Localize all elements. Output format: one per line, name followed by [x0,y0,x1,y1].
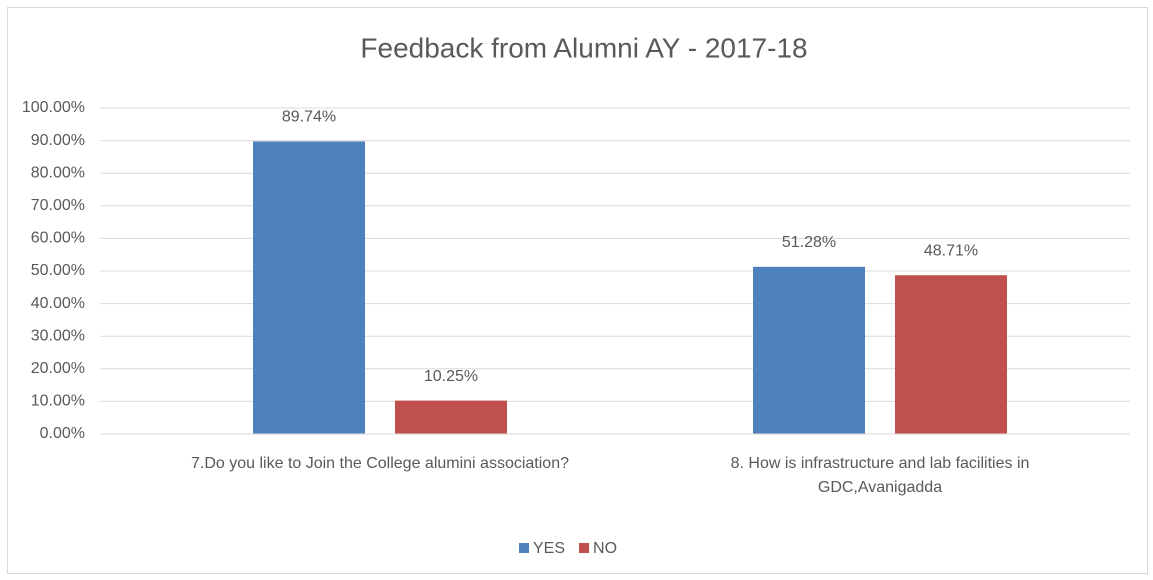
data-label: 48.71% [924,242,978,259]
y-tick-label: 10.00% [31,393,85,410]
data-label: 89.74% [282,109,336,126]
chart-title: Feedback from Alumni AY - 2017-18 [360,32,807,63]
bar [753,266,865,434]
y-tick-label: 20.00% [31,360,85,377]
y-tick-label: 90.00% [31,132,85,149]
y-tick-label: 50.00% [31,262,85,279]
data-label: 51.28% [782,234,836,251]
legend-swatch [519,543,529,553]
bar [253,141,365,434]
y-tick-label: 70.00% [31,197,85,214]
x-tick-label: 8. How is infrastructure and lab facilit… [730,455,1030,496]
y-tick-label: 40.00% [31,295,85,312]
y-tick-label: 100.00% [22,99,85,116]
y-tick-label: 80.00% [31,164,85,181]
legend-swatch [579,543,590,553]
x-tick-label: 7.Do you like to Join the College alumin… [191,455,569,472]
bar [895,275,1007,434]
legend-label: NO [593,540,617,557]
bar [395,400,507,434]
y-tick-label: 60.00% [31,230,85,247]
y-tick-label: 30.00% [31,327,85,344]
data-label: 10.25% [424,368,478,385]
legend-label: YES [533,540,565,557]
y-tick-label: 0.00% [40,425,85,442]
